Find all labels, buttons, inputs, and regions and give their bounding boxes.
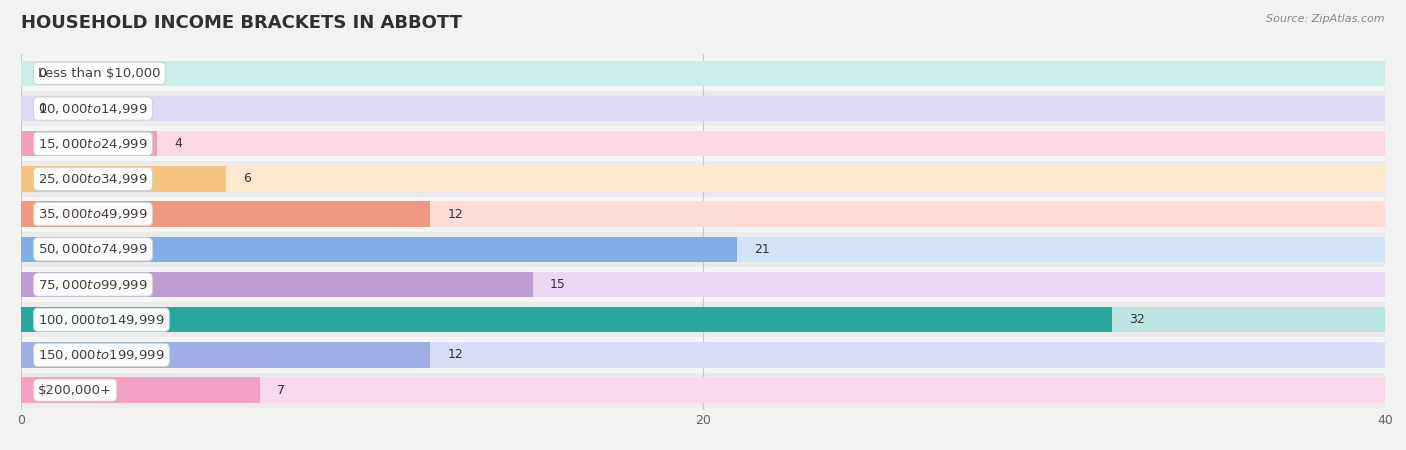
Bar <box>21 202 1385 227</box>
Bar <box>21 197 1385 232</box>
Text: 21: 21 <box>754 243 770 256</box>
Bar <box>21 237 1385 262</box>
Bar <box>21 272 1385 297</box>
Text: 7: 7 <box>277 384 285 396</box>
Text: 0: 0 <box>38 67 46 80</box>
Bar <box>21 91 1385 126</box>
Bar <box>21 56 1385 91</box>
Text: 32: 32 <box>1129 313 1144 326</box>
Bar <box>21 342 430 368</box>
Text: 4: 4 <box>174 137 183 150</box>
Text: $25,000 to $34,999: $25,000 to $34,999 <box>38 172 148 186</box>
Bar <box>21 202 430 227</box>
Bar <box>21 378 260 403</box>
Bar <box>21 302 1385 338</box>
Text: 12: 12 <box>447 207 463 220</box>
Bar <box>21 342 1385 368</box>
Bar <box>21 307 1112 333</box>
Text: HOUSEHOLD INCOME BRACKETS IN ABBOTT: HOUSEHOLD INCOME BRACKETS IN ABBOTT <box>21 14 463 32</box>
Text: 6: 6 <box>243 172 250 185</box>
Text: $50,000 to $74,999: $50,000 to $74,999 <box>38 243 148 256</box>
Text: 15: 15 <box>550 278 565 291</box>
Bar <box>21 237 737 262</box>
Text: $150,000 to $199,999: $150,000 to $199,999 <box>38 348 165 362</box>
Bar <box>21 267 1385 302</box>
Text: $15,000 to $24,999: $15,000 to $24,999 <box>38 137 148 151</box>
Bar <box>21 166 1385 192</box>
Bar <box>21 166 226 192</box>
Bar <box>21 61 1385 86</box>
Bar <box>21 232 1385 267</box>
Bar <box>21 272 533 297</box>
Bar <box>21 307 1385 333</box>
Text: $200,000+: $200,000+ <box>38 384 112 396</box>
Text: $35,000 to $49,999: $35,000 to $49,999 <box>38 207 148 221</box>
Bar <box>21 162 1385 197</box>
Bar <box>21 131 1385 157</box>
Text: $75,000 to $99,999: $75,000 to $99,999 <box>38 278 148 292</box>
Bar <box>21 131 157 157</box>
Text: Less than $10,000: Less than $10,000 <box>38 67 160 80</box>
Bar <box>21 378 1385 403</box>
Bar <box>21 373 1385 408</box>
Text: 0: 0 <box>38 102 46 115</box>
Text: $100,000 to $149,999: $100,000 to $149,999 <box>38 313 165 327</box>
Text: $10,000 to $14,999: $10,000 to $14,999 <box>38 102 148 116</box>
Bar <box>21 96 1385 121</box>
Text: Source: ZipAtlas.com: Source: ZipAtlas.com <box>1267 14 1385 23</box>
Bar <box>21 338 1385 373</box>
Bar <box>21 126 1385 162</box>
Text: 12: 12 <box>447 348 463 361</box>
